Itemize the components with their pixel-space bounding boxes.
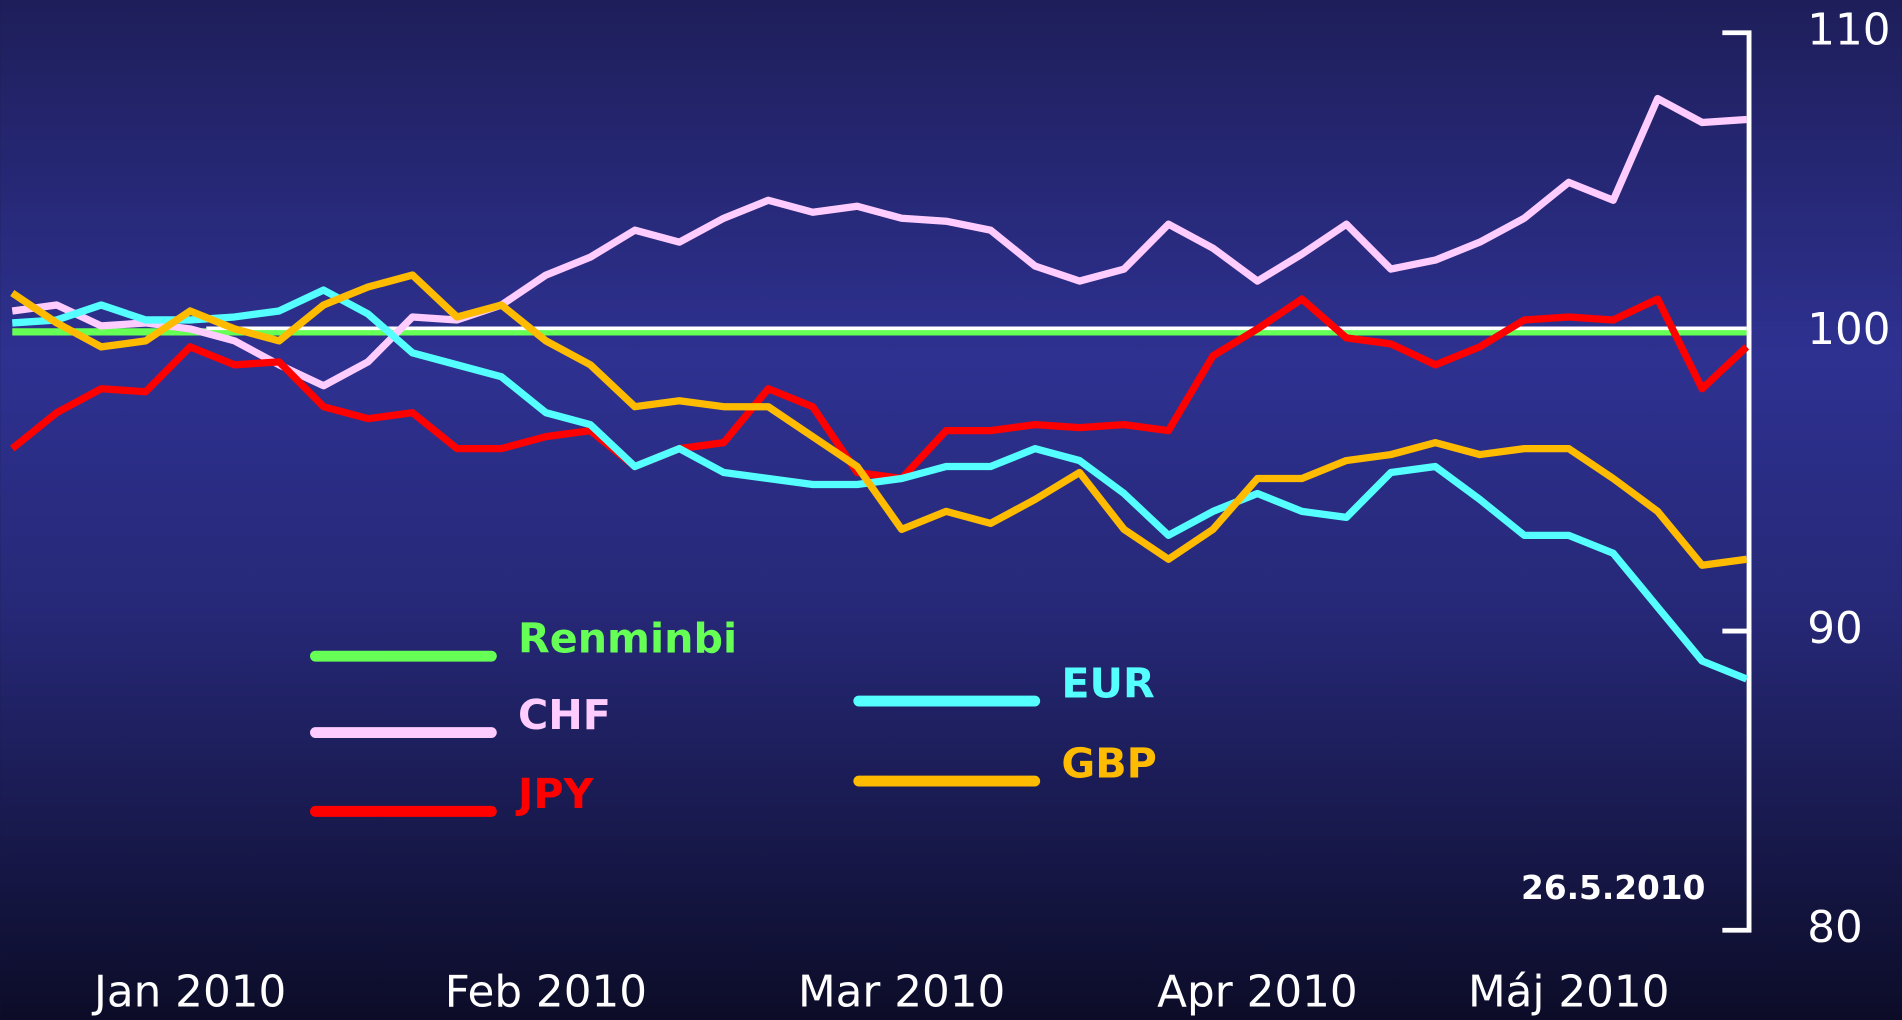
x-tick-label: Máj 2010 bbox=[1468, 967, 1670, 1018]
series-line bbox=[12, 286, 1748, 683]
legend-label: CHF bbox=[518, 691, 611, 739]
y-tick-label: 80 bbox=[1807, 902, 1863, 953]
series-line bbox=[9, 295, 1750, 483]
y-tick-label: 110 bbox=[1807, 5, 1890, 56]
series-line bbox=[10, 271, 1748, 569]
x-tick-label: Mar 2010 bbox=[798, 967, 1005, 1018]
x-tick-label: Apr 2010 bbox=[1157, 967, 1358, 1018]
legend-label: GBP bbox=[1061, 740, 1156, 788]
legend-label: JPY bbox=[515, 770, 595, 818]
annotation: 26.5.2010 bbox=[1521, 869, 1705, 907]
y-tick-label: 90 bbox=[1807, 603, 1863, 654]
series-line bbox=[11, 94, 1747, 390]
legend-label: Renminbi bbox=[518, 615, 737, 663]
x-tick-label: Feb 2010 bbox=[445, 967, 647, 1018]
y-tick-label: 100 bbox=[1807, 304, 1890, 355]
x-tick-label: Jan 2010 bbox=[91, 967, 286, 1018]
legend-label: EUR bbox=[1061, 659, 1154, 707]
